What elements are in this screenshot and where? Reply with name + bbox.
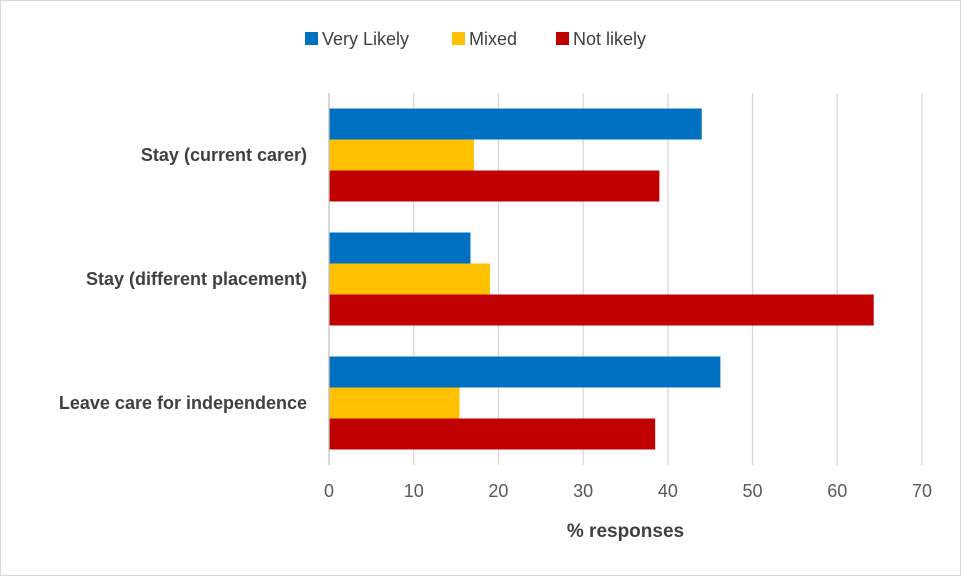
bars [329,108,874,450]
x-tick-labels: 0 10 20 30 40 50 60 70 [324,481,932,501]
bar-2-mixed [329,263,490,295]
bar-3-not-likely [329,418,656,450]
legend-swatch-very-likely [305,32,318,45]
x-tick-label-20: 20 [488,481,508,501]
category-label-2: Stay (different placement) [86,269,307,289]
x-tick-label-10: 10 [404,481,424,501]
x-axis-title: % responses [567,521,684,542]
bar-1-mixed [329,139,474,171]
x-tick-label-50: 50 [743,481,763,501]
bar-2-very-likely [329,232,471,264]
x-tick-label-0: 0 [324,481,334,501]
x-tick-label-70: 70 [912,481,932,501]
x-tick-label-60: 60 [827,481,847,501]
legend-label-not-likely: Not likely [573,29,646,49]
category-label-1: Stay (current carer) [141,145,307,165]
legend-swatch-not-likely [556,32,569,45]
legend-swatch-mixed [452,32,465,45]
x-tick-label-40: 40 [658,481,678,501]
bar-3-mixed [329,387,460,419]
category-labels: Stay (current carer) Stay (different plac… [59,145,307,413]
category-label-3: Leave care for independence [59,393,307,413]
bar-2-not-likely [329,294,874,326]
bar-3-very-likely [329,356,721,388]
bar-1-very-likely [329,108,702,140]
legend-label-mixed: Mixed [469,29,517,49]
x-tick-label-30: 30 [573,481,593,501]
legend-label-very-likely: Very Likely [322,29,409,49]
legend: Very Likely Mixed Not likely [305,29,646,49]
bar-1-not-likely [329,170,660,202]
